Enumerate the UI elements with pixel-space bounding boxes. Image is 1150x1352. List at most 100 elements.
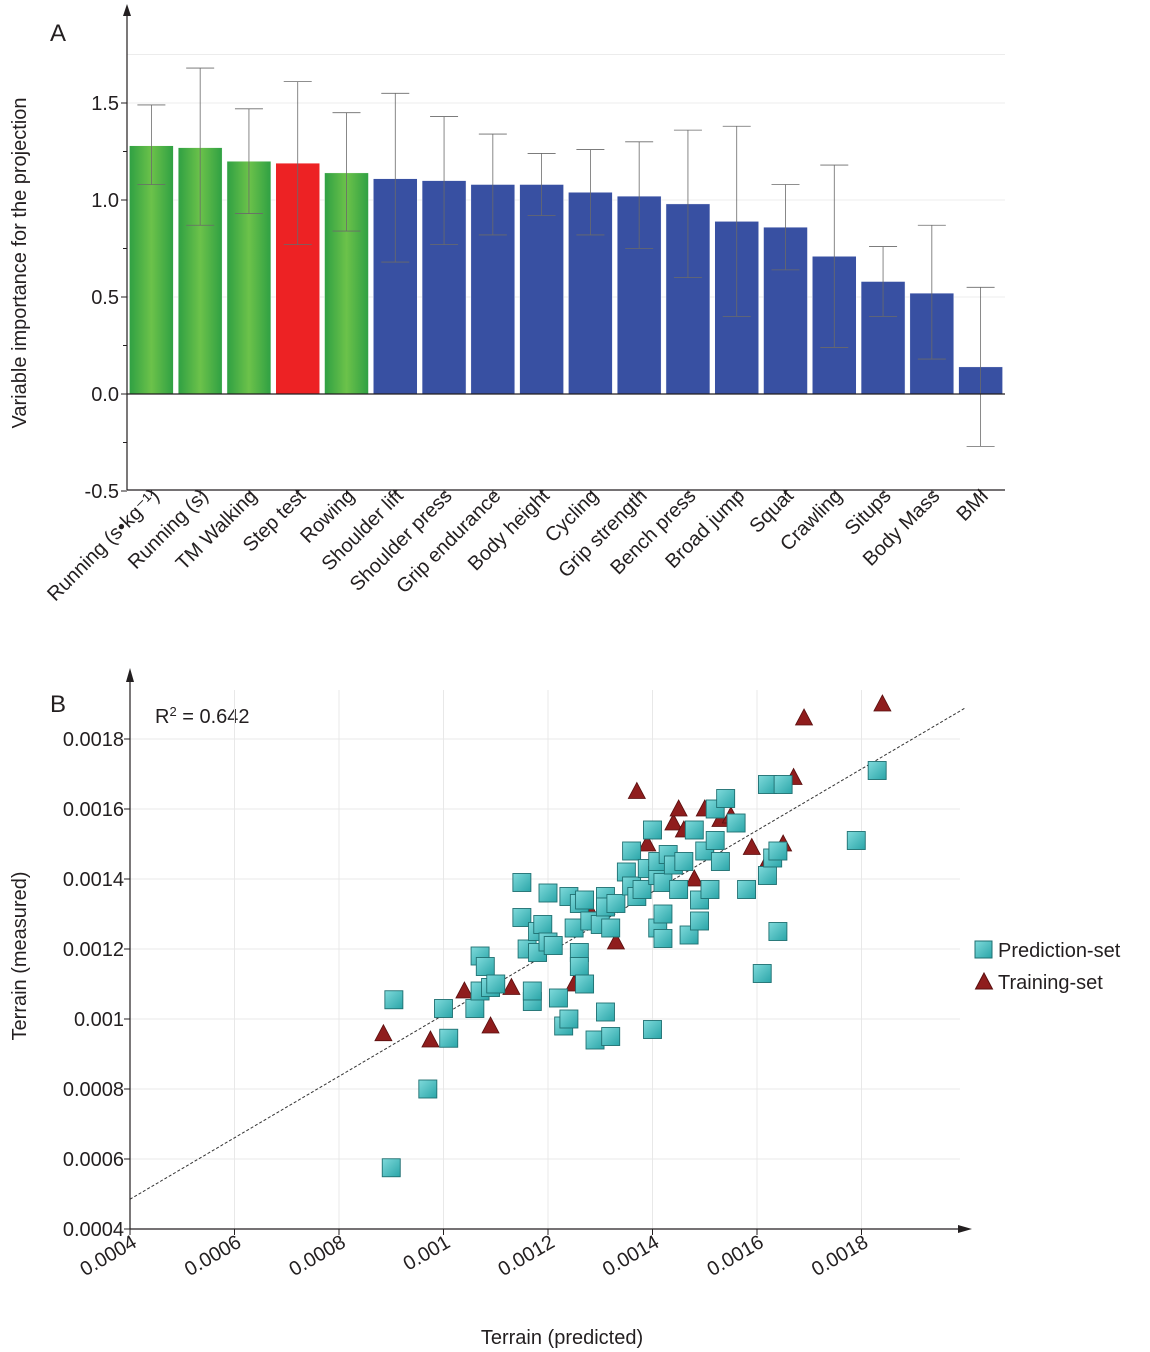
training-point <box>374 1023 393 1042</box>
bar <box>519 184 564 395</box>
prediction-point <box>559 1009 579 1029</box>
panel-a-gridlines <box>127 54 1005 298</box>
prediction-point <box>768 922 788 941</box>
y-tick-label: 0.0016 <box>63 799 124 821</box>
prediction-point <box>846 831 866 850</box>
training-point <box>638 834 657 852</box>
prediction-point <box>643 820 662 840</box>
prediction-point <box>643 1020 662 1039</box>
panel-a: A Variable importance for the projection… <box>9 4 1005 606</box>
training-point <box>669 799 688 817</box>
y-tick-label: 0.5 <box>91 287 119 309</box>
y-tick-label: 0.0 <box>91 384 119 406</box>
training-point <box>664 813 683 831</box>
panel-a-y-ticks: -0.5 0.0 0.5 1.0 1.5 <box>85 93 127 503</box>
prediction-point <box>690 911 709 931</box>
prediction-point <box>418 1079 438 1099</box>
y-tick-label: 1.5 <box>91 93 119 115</box>
panel-a-axes <box>123 4 1005 491</box>
x-tick-label: 0.0014 <box>599 1231 663 1281</box>
training-point <box>481 1016 500 1034</box>
x-tick-label: 0.0012 <box>495 1231 559 1281</box>
training-point <box>627 781 646 799</box>
prediction-point <box>622 841 642 861</box>
training-point <box>502 977 521 995</box>
y-tick-label: -0.5 <box>85 481 119 503</box>
bar <box>129 145 174 395</box>
panel-b-axes <box>126 668 972 1233</box>
prediction-point <box>596 1002 615 1022</box>
legend-training-label: Training-set <box>998 972 1103 994</box>
prediction-point <box>758 866 777 885</box>
legend-prediction-label: Prediction-set <box>998 940 1121 962</box>
x-tick-label: 0.0006 <box>181 1231 245 1281</box>
training-point <box>794 708 814 726</box>
r-squared-superscript: 2 <box>169 704 176 719</box>
prediction-point <box>522 981 542 1001</box>
panel-a-error-bars <box>137 67 995 447</box>
training-point <box>685 869 704 887</box>
legend-training-marker <box>974 971 994 990</box>
prediction-point <box>569 957 589 976</box>
panel-a-bars <box>129 145 1003 395</box>
y-tick-label: 1.0 <box>91 190 119 212</box>
prediction-point <box>512 873 532 892</box>
y-tick-label: 0.0014 <box>63 869 124 891</box>
prediction-point <box>632 880 652 899</box>
prediction-point <box>465 999 485 1018</box>
prediction-point <box>434 999 453 1018</box>
panel-b-points <box>374 694 892 1178</box>
y-axis-arrow <box>123 4 131 16</box>
prediction-point <box>475 957 495 976</box>
y-tick-label: 0.0008 <box>63 1079 124 1101</box>
prediction-point <box>716 789 736 808</box>
panel-a-y-axis-label: Variable importance for the projection <box>9 98 31 429</box>
x-tick-label: 0.001 <box>400 1231 454 1275</box>
y-tick-label: 0.0004 <box>63 1219 124 1241</box>
prediction-point <box>601 918 621 938</box>
prediction-point <box>674 852 694 871</box>
legend: Prediction-set Training-set <box>974 940 1121 994</box>
training-point <box>606 932 626 950</box>
training-point <box>873 694 892 712</box>
legend-prediction-marker <box>974 940 993 959</box>
panel-b-x-axis-label: Terrain (predicted) <box>481 1327 643 1349</box>
prediction-point <box>381 1158 401 1178</box>
prediction-point <box>653 904 673 924</box>
training-point <box>742 837 761 855</box>
panel-b-label: B <box>50 691 66 718</box>
y-tick-label: 0.0006 <box>63 1149 124 1171</box>
y-axis-arrow <box>126 668 134 682</box>
panel-b: B R2 = 0.642 0.0004 0.0006 0.0008 0.001 0.00… <box>9 668 1121 1349</box>
prediction-point <box>768 841 788 861</box>
prediction-point <box>601 1027 621 1046</box>
y-tick-label: 0.001 <box>74 1009 124 1031</box>
x-tick-label: 0.0018 <box>808 1231 872 1281</box>
prediction-point <box>752 964 772 983</box>
prediction-point <box>575 974 595 994</box>
prediction-point <box>486 974 506 994</box>
y-tick-label: 0.0012 <box>63 939 124 961</box>
prediction-point <box>606 894 626 913</box>
r-squared-annotation: R2 = 0.642 <box>155 704 250 729</box>
prediction-point <box>669 880 689 899</box>
regression-line <box>129 707 967 1200</box>
prediction-point <box>773 775 793 794</box>
prediction-point <box>512 908 532 927</box>
prediction-point <box>533 915 553 934</box>
prediction-point <box>549 988 568 1008</box>
prediction-point <box>384 990 404 1010</box>
panel-b-y-axis-label: Terrain (measured) <box>9 872 31 1041</box>
prediction-point <box>684 820 704 840</box>
y-tick-label: 0.0018 <box>63 729 124 751</box>
x-tick-label: BMI <box>952 485 993 526</box>
training-point <box>421 1030 440 1048</box>
prediction-point <box>653 929 673 948</box>
prediction-point <box>737 880 756 899</box>
prediction-point <box>679 925 699 945</box>
prediction-point <box>700 880 720 899</box>
training-point <box>455 981 474 999</box>
prediction-point <box>538 883 558 903</box>
x-axis-arrow <box>958 1225 972 1233</box>
